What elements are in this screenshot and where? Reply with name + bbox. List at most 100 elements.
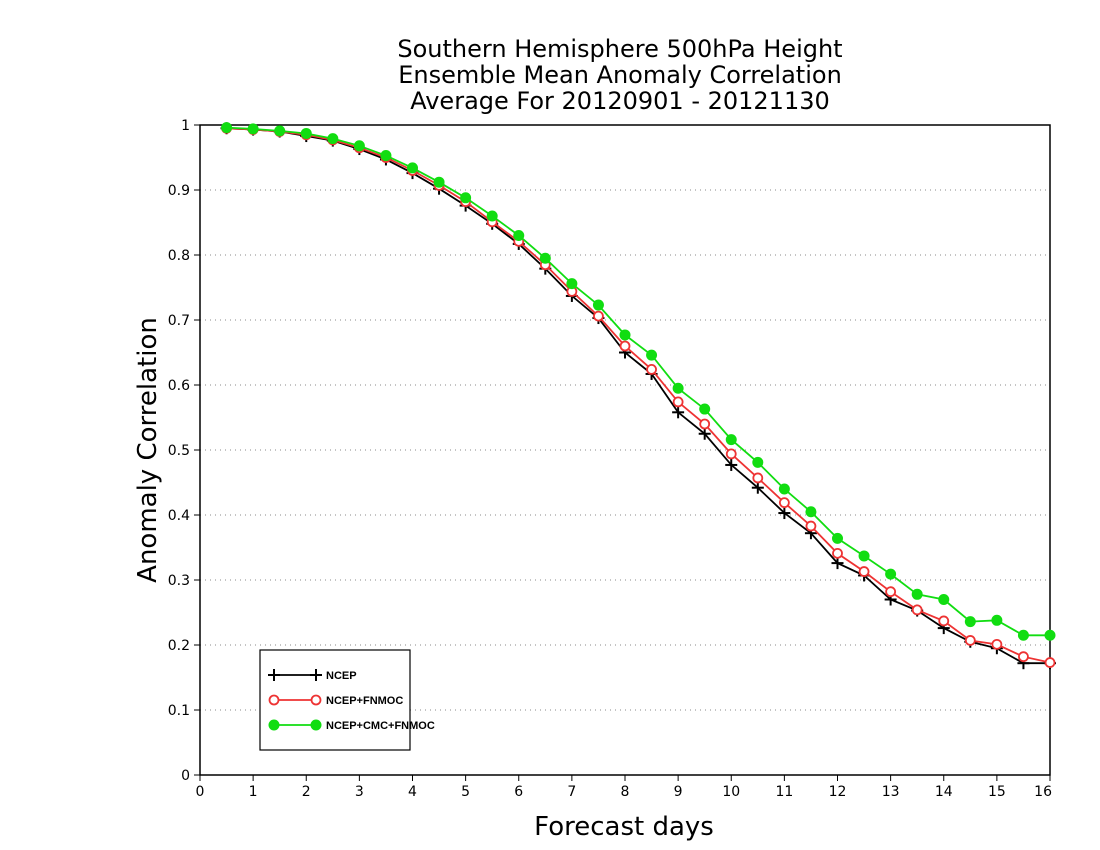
data-point <box>1044 657 1056 668</box>
x-axis-label: Forecast days <box>534 812 714 842</box>
data-point <box>885 568 897 580</box>
data-point <box>619 340 631 352</box>
data-point <box>353 140 365 152</box>
data-point <box>805 520 817 532</box>
data-point <box>991 638 1003 650</box>
x-tick-label: 13 <box>882 784 900 800</box>
data-point <box>832 532 843 544</box>
data-point <box>221 122 233 134</box>
y-tick-label: 0.1 <box>168 703 190 719</box>
data-point <box>646 363 657 375</box>
data-point <box>832 547 843 559</box>
x-tick-label: 7 <box>567 784 576 800</box>
data-point <box>566 278 578 290</box>
series-line <box>226 127 1050 665</box>
data-point <box>858 566 870 577</box>
data-point <box>725 448 737 460</box>
data-point <box>751 481 764 494</box>
legend: NCEP NCEP+FNMOC NCEP+CMC+FNMOC <box>259 649 435 751</box>
data-point <box>964 616 976 628</box>
data-point <box>752 456 764 468</box>
x-tick-label: 12 <box>829 784 847 800</box>
data-point <box>407 162 418 174</box>
x-tick-label: 10 <box>722 784 740 800</box>
legend-marker <box>310 669 322 681</box>
data-point <box>1017 629 1029 641</box>
chart-title-line-3: Average For 20120901 - 20121130 <box>410 87 830 115</box>
x-tick-label: 8 <box>621 784 630 800</box>
data-point <box>725 458 738 471</box>
data-point <box>778 497 790 509</box>
y-tick-label: 0.9 <box>168 183 190 199</box>
y-tick-label: 0.8 <box>168 248 190 264</box>
data-point <box>885 586 897 598</box>
data-point <box>300 127 312 139</box>
x-tick-label: 0 <box>196 784 205 800</box>
data-point <box>778 483 790 495</box>
y-tick-label: 1 <box>181 118 190 134</box>
data-point <box>513 230 525 241</box>
series-ncep <box>220 122 1056 670</box>
x-tick-label: 16 <box>1034 784 1052 800</box>
series-line <box>226 127 1051 664</box>
data-point <box>486 210 498 222</box>
data-point <box>672 406 685 419</box>
data-point <box>592 299 604 311</box>
x-tick-label: 5 <box>461 784 470 800</box>
data-point <box>274 125 286 137</box>
data-point <box>911 604 923 616</box>
y-tick-label: 0.5 <box>168 443 190 459</box>
y-tick-label: 0 <box>181 768 190 784</box>
legend-marker <box>310 694 322 706</box>
x-tick-label: 11 <box>775 784 793 800</box>
data-point <box>433 176 445 188</box>
x-tick-label: 14 <box>935 784 953 800</box>
data-point <box>646 349 658 361</box>
legend-item: NCEP+CMC+FNMOC <box>268 719 435 732</box>
series-ncep-fnmoc <box>221 122 1056 668</box>
data-point <box>911 588 923 600</box>
data-point <box>380 150 392 162</box>
data-point <box>539 252 551 264</box>
y-tick-label: 0.4 <box>168 508 190 524</box>
legend-marker <box>268 694 280 706</box>
chart-title-line-1: Southern Hemisphere 500hPa Height <box>397 35 843 63</box>
data-point <box>460 192 472 204</box>
y-tick-label: 0.2 <box>168 638 190 654</box>
legend-marker <box>268 669 280 681</box>
x-tick-label: 6 <box>514 784 523 800</box>
data-point <box>805 506 817 518</box>
series-line <box>226 126 1050 637</box>
y-tick-label: 0.7 <box>168 313 190 329</box>
x-tick-label: 2 <box>302 784 311 800</box>
data-point <box>672 382 684 394</box>
data-point <box>619 329 631 341</box>
x-tick-label: 3 <box>355 784 364 800</box>
legend-marker <box>310 719 322 731</box>
data-point <box>699 418 711 430</box>
x-tick-label: 1 <box>249 784 258 800</box>
data-point <box>327 133 339 145</box>
legend-item: NCEP <box>268 669 357 682</box>
chart-title-line-2: Ensemble Mean Anomaly Correlation <box>398 61 842 89</box>
x-tick-label: 4 <box>408 784 417 800</box>
y-tick-label: 0.3 <box>168 573 190 589</box>
data-point <box>247 123 259 135</box>
data-point <box>831 557 844 570</box>
data-point <box>752 472 764 484</box>
legend-label: NCEP+CMC+FNMOC <box>326 720 435 732</box>
data-point <box>698 427 711 440</box>
x-tick-label: 15 <box>988 784 1006 800</box>
data-point <box>938 594 950 605</box>
chart-title: Southern Hemisphere 500hPa Height Ensemb… <box>320 36 920 114</box>
y-tick-label: 0.6 <box>168 378 190 394</box>
legend-item: NCEP+FNMOC <box>268 694 403 707</box>
data-point <box>1044 629 1056 641</box>
legend-label: NCEP+FNMOC <box>326 695 403 707</box>
data-point <box>593 310 604 322</box>
series-ncep-cmc-fnmoc <box>221 122 1056 641</box>
legend-marker <box>268 719 280 731</box>
data-point <box>991 614 1003 626</box>
data-point <box>778 507 791 520</box>
